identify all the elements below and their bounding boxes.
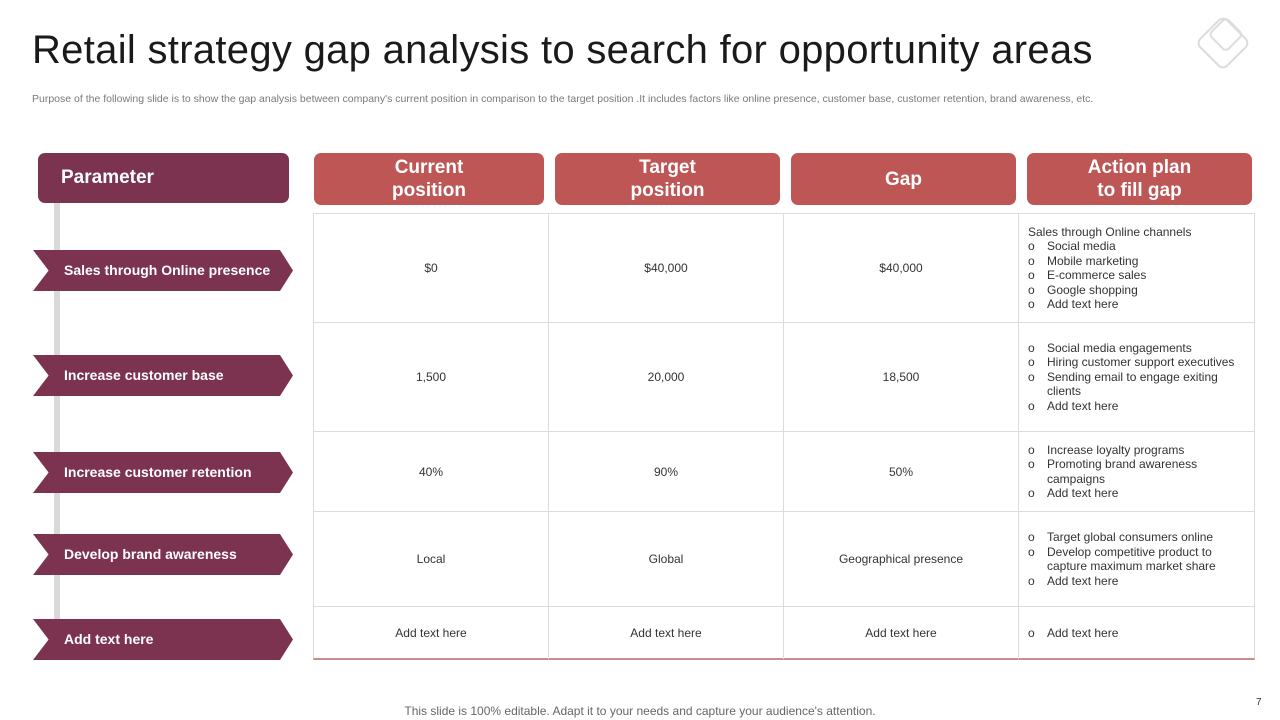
diamond-logo-icon (1197, 17, 1249, 69)
action-item: o Mobile marketing (1028, 254, 1255, 269)
action-item-text: Add text here (1047, 486, 1119, 500)
action-item-text: Social media (1047, 239, 1116, 253)
action-item-text: Increase loyalty programs (1047, 442, 1185, 457)
footer-note: This slide is 100% editable. Adapt it to… (404, 704, 876, 718)
action-item-text: Mobile marketing (1047, 253, 1139, 268)
bullet-marker: o (1028, 297, 1035, 311)
parameter-arrow: Add text here (33, 619, 293, 660)
table-cell-gap: Add text here (784, 607, 1019, 659)
action-item: o Add text here (1028, 399, 1255, 414)
header-action-plan: Action plan to fill gap (1027, 153, 1252, 205)
header-target-position: Target position (555, 153, 780, 205)
action-item-text: E-commerce sales (1047, 268, 1147, 282)
table-cell-action-plan: o Target global consumers online o Develop … (1019, 512, 1255, 607)
bullet-marker: o (1028, 398, 1035, 413)
action-item: o E-commerce sales (1028, 268, 1255, 283)
action-item-text: Hiring customer support executives (1047, 355, 1235, 370)
header-gap: Gap (791, 153, 1016, 205)
action-intro: Sales through Online channels (1028, 224, 1192, 239)
header-target-label: Target position (630, 157, 705, 201)
table-cell-target: 20,000 (549, 323, 784, 432)
table-cell-target: Global (549, 512, 784, 607)
bullet-marker: o (1028, 355, 1035, 370)
table-cell-target: $40,000 (549, 214, 784, 323)
bullet-marker: o (1028, 544, 1035, 559)
table-cell-current: Add text here (314, 607, 549, 659)
header-current-label: Current position (392, 157, 466, 201)
bullet-marker: o (1028, 573, 1035, 588)
action-item: o Hiring customer support executives (1028, 355, 1255, 370)
gap-analysis-table: $0 $40,000 $40,000 Sales through Online cha… (313, 213, 1255, 660)
action-item-text: Add text here (1047, 398, 1119, 413)
table-cell-target: Add text here (549, 607, 784, 659)
action-item-text: Social media engagements (1047, 340, 1192, 355)
action-item: o Google shopping (1028, 283, 1255, 298)
header-gap-label: Gap (885, 168, 922, 190)
table-cell-gap: 18,500 (784, 323, 1019, 432)
table-cell-current: 1,500 (314, 323, 549, 432)
table-cell-action-plan: o Add text here (1019, 607, 1255, 659)
parameter-arrow: Develop brand awareness (33, 534, 293, 575)
action-item-text: Add text here (1047, 297, 1119, 311)
action-item: o Add text here (1028, 574, 1255, 589)
header-current-position: Current position (314, 153, 544, 205)
slide-subtitle: Purpose of the following slide is to sho… (32, 93, 1094, 105)
bullet-marker: o (1028, 625, 1035, 640)
action-item-text: Develop competitive product to capture m… (1047, 544, 1216, 574)
action-item-text: Add text here (1047, 573, 1119, 588)
table-cell-gap: $40,000 (784, 214, 1019, 323)
table-cell-current: 40% (314, 432, 549, 512)
table-cell-gap: Geographical presence (784, 512, 1019, 607)
bullet-marker: o (1028, 369, 1035, 384)
page-number: 7 (1256, 697, 1262, 708)
action-item: o Add text here (1028, 626, 1255, 641)
action-item-text: Promoting brand awareness campaigns (1047, 457, 1198, 486)
action-item-text: Target global consumers online (1047, 530, 1214, 544)
bullet-marker: o (1028, 340, 1035, 355)
table-cell-action-plan: Sales through Online channels o Social med… (1019, 214, 1255, 323)
parameter-header: Parameter (38, 153, 289, 203)
parameter-arrow: Increase customer retention (33, 452, 293, 493)
table-cell-target: 90% (549, 432, 784, 512)
bullet-marker: o (1028, 442, 1035, 457)
parameter-arrow: Sales through Online presence (33, 250, 293, 291)
action-item-text: Add text here (1047, 625, 1119, 640)
timeline-bar (54, 200, 60, 620)
action-item: o Social media engagements (1028, 341, 1255, 356)
action-item: o Add text here (1028, 486, 1255, 501)
action-item: o Social media (1028, 239, 1255, 254)
action-item: o Sending email to engage exiting clients (1028, 370, 1255, 399)
bullet-marker: o (1028, 239, 1035, 253)
action-item: o Increase loyalty programs (1028, 443, 1255, 458)
table-cell-action-plan: o Social media engagements o Hiring custome… (1019, 323, 1255, 432)
action-item: o Add text here (1028, 297, 1255, 312)
bullet-marker: o (1028, 457, 1035, 471)
table-cell-current: Local (314, 512, 549, 607)
table-cell-current: $0 (314, 214, 549, 323)
parameter-arrow: Increase customer base (33, 355, 293, 396)
slide-title: Retail strategy gap analysis to search f… (32, 28, 1093, 72)
bullet-marker: o (1028, 486, 1035, 500)
action-item: o Target global consumers online (1028, 530, 1255, 545)
bullet-marker: o (1028, 268, 1035, 282)
bullet-marker: o (1028, 530, 1035, 544)
header-action-label: Action plan to fill gap (1087, 157, 1192, 201)
table-cell-action-plan: o Increase loyalty programs o Promoting bra… (1019, 432, 1255, 512)
action-item-text: Google shopping (1047, 282, 1138, 297)
bullet-marker: o (1028, 282, 1035, 297)
action-item: o Develop competitive product to capture … (1028, 545, 1255, 574)
bullet-marker: o (1028, 253, 1035, 268)
action-item-text: Sending email to engage exiting clients (1047, 369, 1218, 399)
table-cell-gap: 50% (784, 432, 1019, 512)
action-item: o Promoting brand awareness campaigns (1028, 457, 1255, 486)
